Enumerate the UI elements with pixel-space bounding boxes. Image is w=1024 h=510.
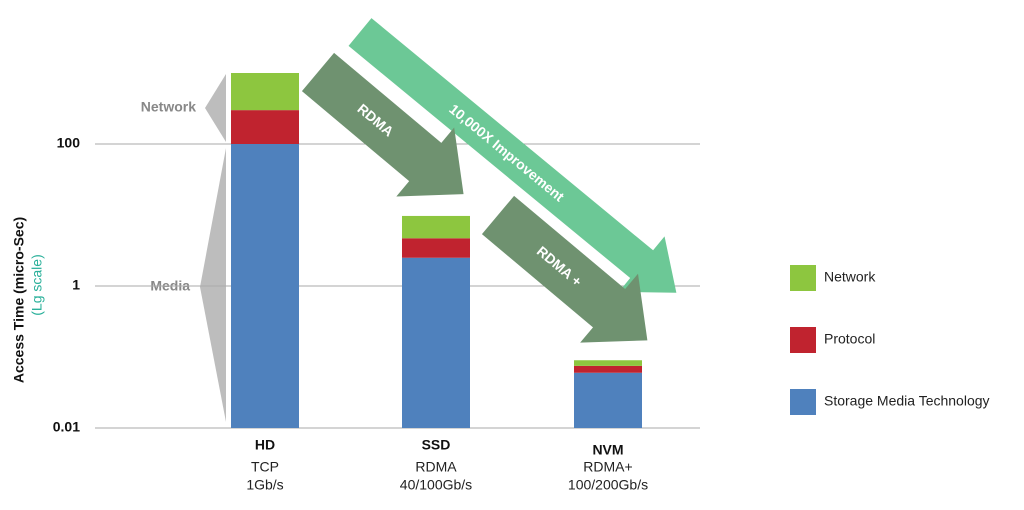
media-bracket bbox=[200, 148, 226, 422]
arrow-shape bbox=[481, 195, 648, 343]
bar-segment bbox=[574, 372, 642, 428]
x-sublabel: 100/200Gb/s bbox=[568, 477, 648, 493]
x-tick-label: NVM bbox=[592, 442, 623, 458]
plot bbox=[95, 73, 700, 429]
x-sublabel: RDMA bbox=[415, 459, 457, 475]
legend-label: Network bbox=[824, 269, 876, 285]
x-sublabel: 1Gb/s bbox=[246, 477, 283, 493]
x-sublabel: 40/100Gb/s bbox=[400, 477, 472, 493]
y-label-note: (Lg scale) bbox=[29, 254, 45, 315]
bar-segment bbox=[402, 238, 470, 258]
arrow-label: 10,000X Improvement bbox=[446, 101, 568, 205]
x-sublabel: RDMA+ bbox=[583, 459, 632, 475]
bar-segment bbox=[402, 257, 470, 428]
y-label: Access Time (micro-Sec) bbox=[11, 217, 27, 383]
arrow-shape bbox=[301, 52, 464, 197]
x-tick-label: SSD bbox=[422, 437, 451, 453]
y-tick-label: 0.01 bbox=[53, 419, 80, 435]
x-sublabel: TCP bbox=[251, 459, 279, 475]
y-axis-title: Access Time (micro-Sec) (Lg scale) bbox=[11, 217, 45, 383]
bar-segment bbox=[402, 215, 470, 239]
legend-swatch bbox=[790, 265, 816, 291]
legend-swatch bbox=[790, 389, 816, 415]
legend-label: Protocol bbox=[824, 331, 875, 347]
y-tick-label: 1 bbox=[72, 277, 80, 293]
bar-segment bbox=[574, 365, 642, 373]
rdma-arrow: RDMA bbox=[301, 52, 464, 197]
rdma-plus-arrow: RDMA + bbox=[481, 195, 648, 343]
bar-segment bbox=[231, 110, 299, 144]
bar-segment bbox=[574, 360, 642, 366]
arrow-shape bbox=[348, 18, 677, 293]
x-tick-label: HD bbox=[255, 437, 275, 453]
legend-swatch bbox=[790, 327, 816, 353]
y-tick-label: 100 bbox=[57, 135, 81, 151]
network-bracket bbox=[205, 74, 226, 142]
legend-label: Storage Media Technology bbox=[824, 393, 990, 409]
bar-segment bbox=[231, 73, 299, 111]
bar-segment bbox=[231, 144, 299, 428]
side-label: Network bbox=[141, 99, 196, 115]
